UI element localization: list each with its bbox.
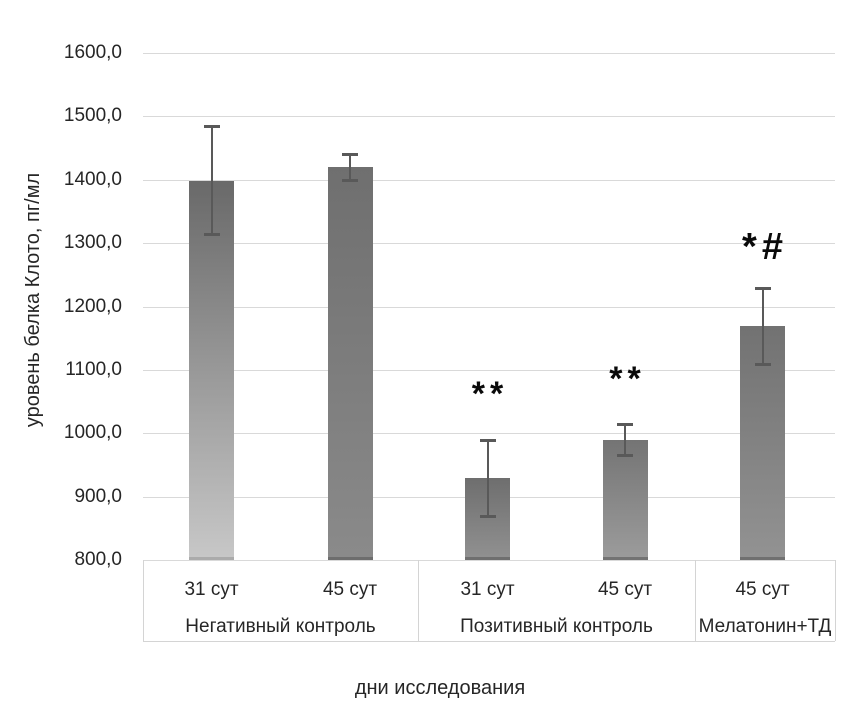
error-bar-cap-bottom <box>617 454 633 458</box>
x-axis-title: дни исследования <box>354 677 526 699</box>
y-tick-label: 1100,0 <box>65 358 122 380</box>
x-tick-label: 31 сут <box>460 579 515 600</box>
error-bar-line <box>624 423 626 456</box>
gridline <box>143 116 835 118</box>
y-tick-label: 1300,0 <box>63 232 122 254</box>
bar <box>189 181 234 560</box>
gridline <box>143 306 835 308</box>
gridline <box>143 179 835 181</box>
x-tick-label: 31 сут <box>184 579 239 600</box>
error-bar-cap-top <box>617 422 633 426</box>
group-label: Мелатонин+ТД <box>698 616 832 637</box>
gridline <box>143 433 835 435</box>
category-band-bottom-border <box>143 641 835 642</box>
error-bar-line <box>761 287 764 364</box>
error-bar-line <box>349 154 351 180</box>
x-tick-label: 45 сут <box>322 579 378 600</box>
bar <box>602 439 648 560</box>
y-tick-label: 800,0 <box>74 549 122 570</box>
group-label: Позитивный контроль <box>460 616 653 637</box>
error-bar-cap-bottom <box>479 514 496 518</box>
significance-annotation: *# <box>742 226 788 268</box>
error-bar-cap-top <box>203 124 220 128</box>
category-band-divider <box>418 560 419 641</box>
x-tick-label: 45 сут <box>735 579 790 600</box>
group-label: Негативный контроль <box>185 616 376 637</box>
y-tick-label: 1600,0 <box>63 42 122 63</box>
error-bar-cap-bottom <box>203 232 220 236</box>
error-bar-cap-top <box>754 286 771 290</box>
gridline <box>143 369 835 371</box>
error-bar-cap-top <box>342 153 358 157</box>
y-tick-label: 1000,0 <box>63 422 122 444</box>
gridline <box>143 243 835 245</box>
y-tick-label: 900,0 <box>74 485 122 507</box>
y-tick-label: 1200,0 <box>63 295 122 317</box>
significance-annotation: ** <box>471 375 509 413</box>
error-bar-cap-bottom <box>754 362 771 366</box>
error-bar-line <box>210 125 213 234</box>
error-bar-cap-bottom <box>342 178 358 182</box>
category-band-right-border <box>835 560 836 641</box>
x-tick-label: 45 сут <box>597 579 653 600</box>
error-bar-line <box>486 439 489 516</box>
significance-annotation: ** <box>609 360 646 398</box>
y-tick-label: 1500,0 <box>63 105 122 127</box>
category-band-left-border <box>143 560 144 641</box>
gridline <box>143 53 835 54</box>
category-band-divider <box>695 560 696 641</box>
y-tick-label: 1400,0 <box>63 168 122 190</box>
gridline <box>143 560 835 561</box>
error-bar-cap-top <box>479 438 496 442</box>
bar <box>327 167 373 560</box>
